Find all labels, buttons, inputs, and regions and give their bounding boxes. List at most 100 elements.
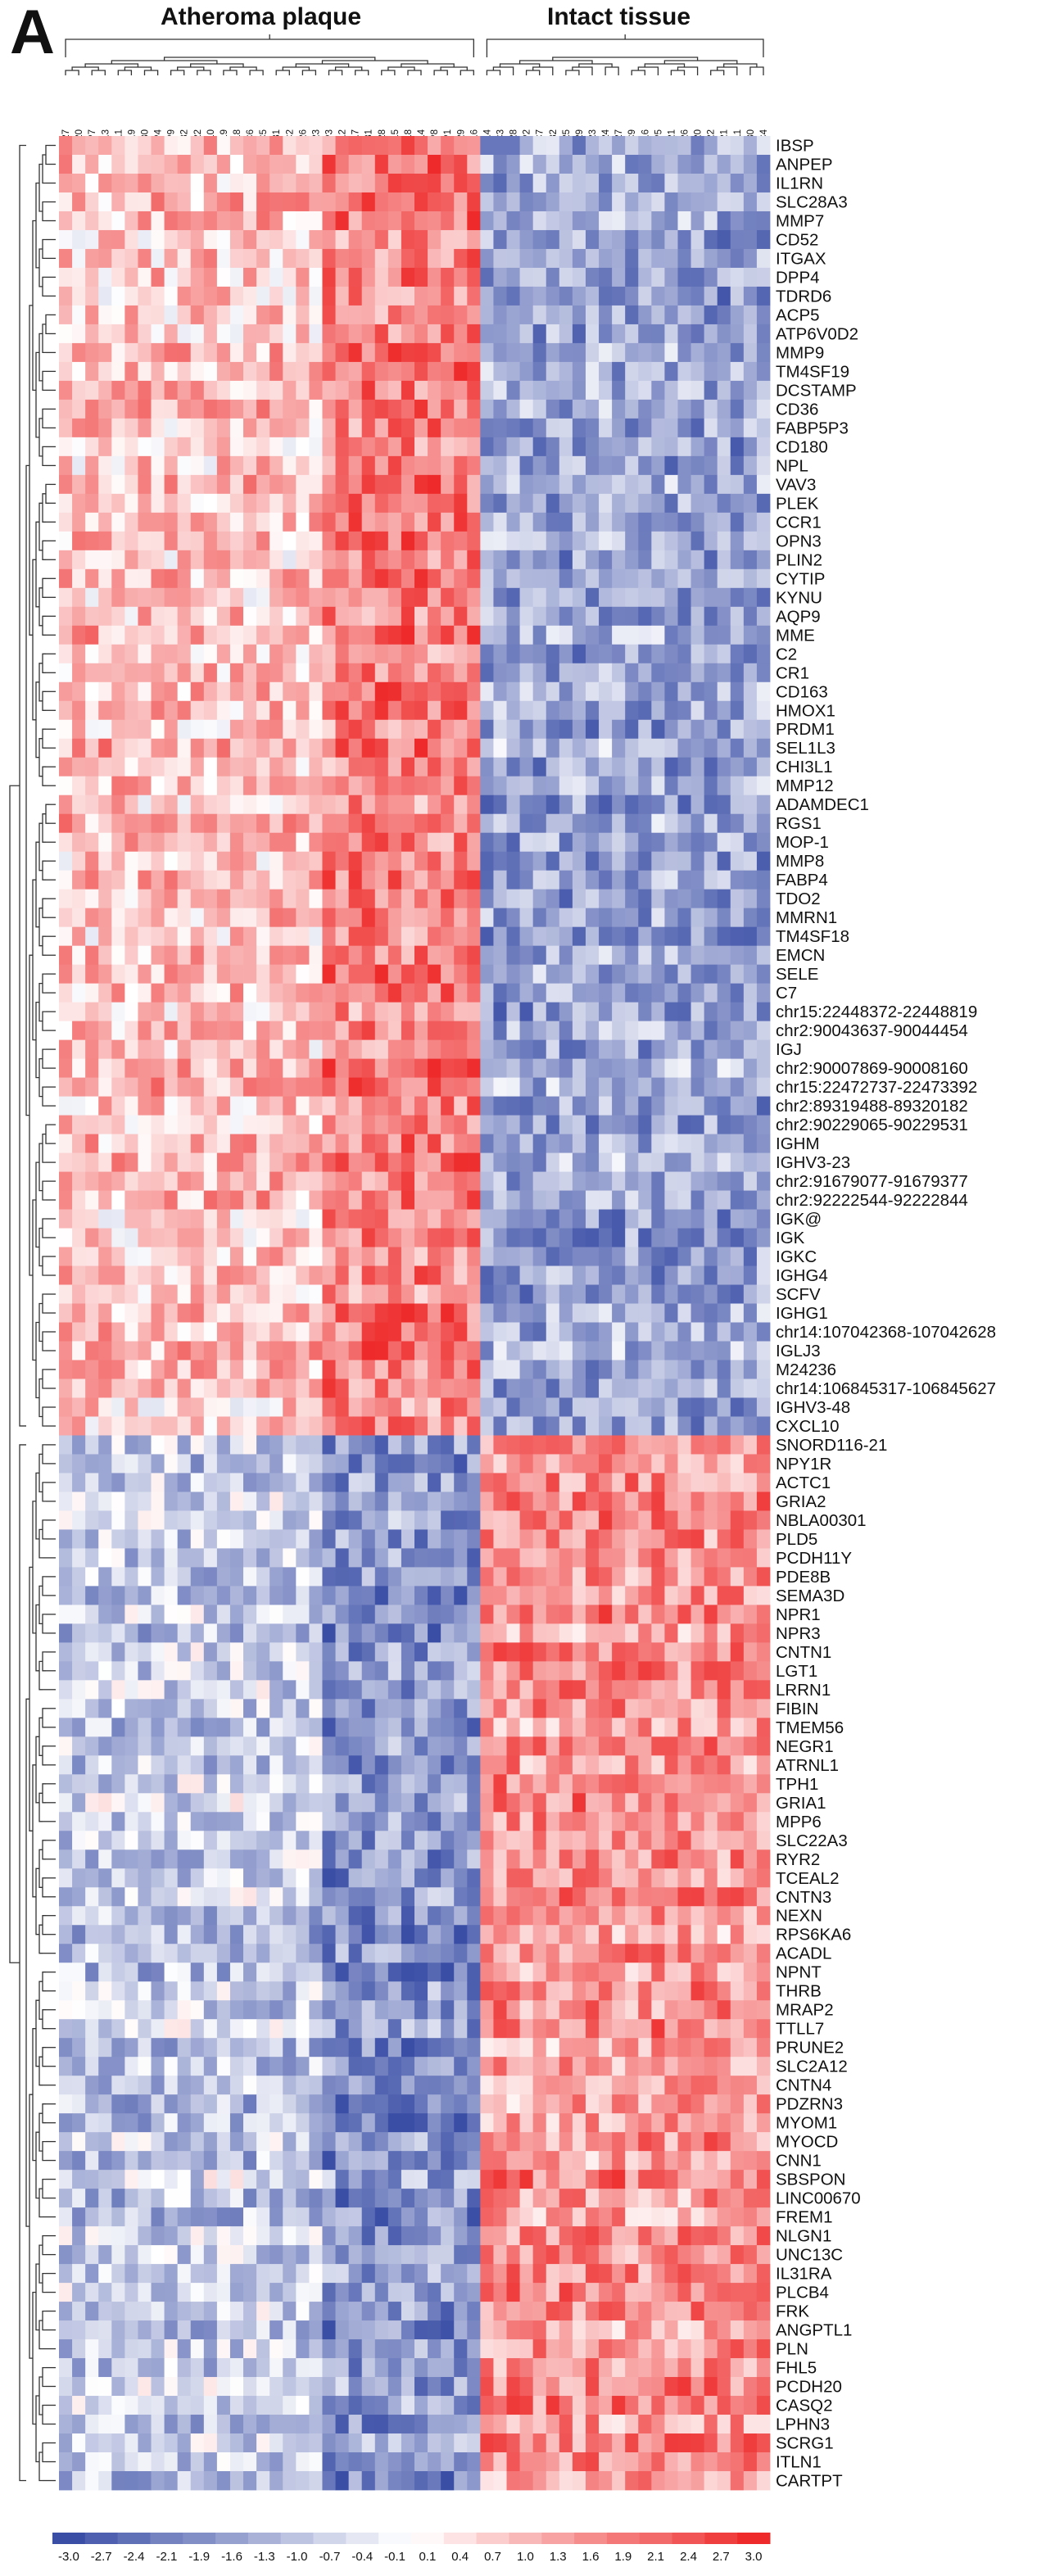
- heatmap-cell: [387, 1529, 402, 1549]
- heatmap-cell: [414, 1661, 428, 1681]
- heatmap-cell: [428, 1510, 441, 1530]
- heatmap-cell: [532, 1058, 547, 1078]
- heatmap-cell: [243, 964, 257, 985]
- heatmap-cell: [638, 1642, 652, 1662]
- heatmap-cell: [190, 1529, 205, 1549]
- heatmap-cell: [756, 1605, 771, 1624]
- heatmap-cell: [296, 908, 310, 928]
- heatmap-cell: [203, 1303, 218, 1323]
- heatmap-cell: [546, 1190, 560, 1210]
- heatmap-cell: [256, 305, 270, 325]
- heatmap-cell: [717, 757, 731, 777]
- heatmap-cell: [309, 719, 323, 740]
- heatmap-cell: [612, 700, 626, 721]
- heatmap-cell: [98, 1152, 112, 1172]
- heatmap-cell: [532, 1510, 547, 1530]
- heatmap-cell: [690, 1134, 705, 1153]
- heatmap-cell: [59, 136, 73, 156]
- heatmap-cell: [677, 719, 691, 740]
- heatmap-cell: [190, 851, 205, 871]
- heatmap-cell: [467, 870, 481, 890]
- heatmap-cell: [190, 738, 205, 758]
- heatmap-cell: [361, 1096, 376, 1116]
- heatmap-cell: [743, 267, 758, 287]
- heatmap-cell: [151, 1642, 165, 1662]
- heatmap-cell: [664, 1284, 678, 1304]
- heatmap-cell: [664, 1058, 678, 1078]
- heatmap-cell: [177, 625, 192, 645]
- heatmap-cell: [125, 1190, 138, 1210]
- heatmap-cell: [322, 1473, 336, 1492]
- heatmap-cell: [454, 531, 468, 551]
- heatmap-cell: [677, 587, 691, 608]
- heatmap-cell: [585, 192, 600, 212]
- heatmap-cell: [612, 1642, 626, 1662]
- heatmap-cell: [506, 1209, 520, 1229]
- heatmap-cell: [309, 305, 323, 325]
- heatmap-cell: [361, 474, 376, 495]
- heatmap-cell: [730, 1265, 745, 1285]
- heatmap-cell: [164, 229, 179, 250]
- heatmap-cell: [190, 550, 205, 570]
- heatmap-cell: [677, 1642, 691, 1662]
- heatmap-cell: [677, 1379, 691, 1398]
- heatmap-cell: [585, 1529, 600, 1549]
- heatmap-cell: [506, 493, 520, 514]
- dendrogram-branch: [42, 1133, 46, 1163]
- heatmap-cell: [203, 945, 218, 966]
- heatmap-cell: [664, 625, 678, 645]
- heatmap-cell: [717, 851, 731, 871]
- heatmap-cell: [519, 1718, 534, 1737]
- heatmap-cell: [59, 1397, 73, 1417]
- heatmap-cell: [441, 342, 455, 363]
- heatmap-cell: [638, 1247, 652, 1266]
- heatmap-cell: [243, 1397, 257, 1417]
- heatmap-cell: [98, 700, 112, 721]
- heatmap-cell: [414, 1454, 428, 1474]
- heatmap-cell: [203, 1171, 218, 1191]
- heatmap-cell: [229, 1623, 244, 1643]
- heatmap-cell: [677, 681, 691, 702]
- heatmap-cell: [559, 832, 573, 853]
- heatmap-cell: [612, 493, 626, 514]
- heatmap-cell: [493, 1284, 507, 1304]
- heatmap-cell: [441, 1096, 455, 1116]
- heatmap-cell: [348, 1454, 363, 1474]
- heatmap-cell: [651, 606, 665, 627]
- heatmap-cell: [651, 1002, 665, 1022]
- heatmap-cell: [283, 1115, 297, 1134]
- heatmap-cell: [322, 512, 336, 532]
- heatmap-cell: [125, 1454, 138, 1474]
- heatmap-cell: [125, 286, 138, 306]
- heatmap-cell: [269, 644, 283, 664]
- heatmap-cell: [59, 437, 73, 457]
- heatmap-cell: [612, 1171, 626, 1191]
- heatmap-cell: [559, 550, 573, 570]
- heatmap-cell: [638, 1623, 652, 1643]
- dendrogram-branch: [42, 324, 46, 354]
- heatmap-cell: [480, 248, 494, 269]
- heatmap-cell: [454, 870, 468, 890]
- heatmap-cell: [677, 211, 691, 231]
- heatmap-cell: [256, 531, 270, 551]
- heatmap-cell: [125, 1473, 138, 1492]
- heatmap-cell: [690, 1171, 705, 1191]
- heatmap-cell: [216, 342, 231, 363]
- heatmap-cell: [677, 738, 691, 758]
- heatmap-cell: [309, 1284, 323, 1304]
- heatmap-cell: [151, 908, 165, 928]
- heatmap-cell: [428, 1699, 441, 1718]
- heatmap-cell: [98, 1548, 112, 1568]
- heatmap-cell: [599, 832, 613, 853]
- heatmap-cell: [756, 1379, 771, 1398]
- heatmap-cell: [677, 380, 691, 401]
- heatmap-cell: [743, 1379, 758, 1398]
- heatmap-cell: [59, 324, 73, 344]
- heatmap-cell: [256, 1284, 270, 1304]
- heatmap-cell: [348, 832, 363, 853]
- dendrogram-branch: [433, 70, 448, 74]
- heatmap-cell: [151, 399, 165, 419]
- heatmap-cell: [111, 757, 125, 777]
- heatmap-cell: [506, 418, 520, 438]
- heatmap-cell: [387, 1548, 402, 1568]
